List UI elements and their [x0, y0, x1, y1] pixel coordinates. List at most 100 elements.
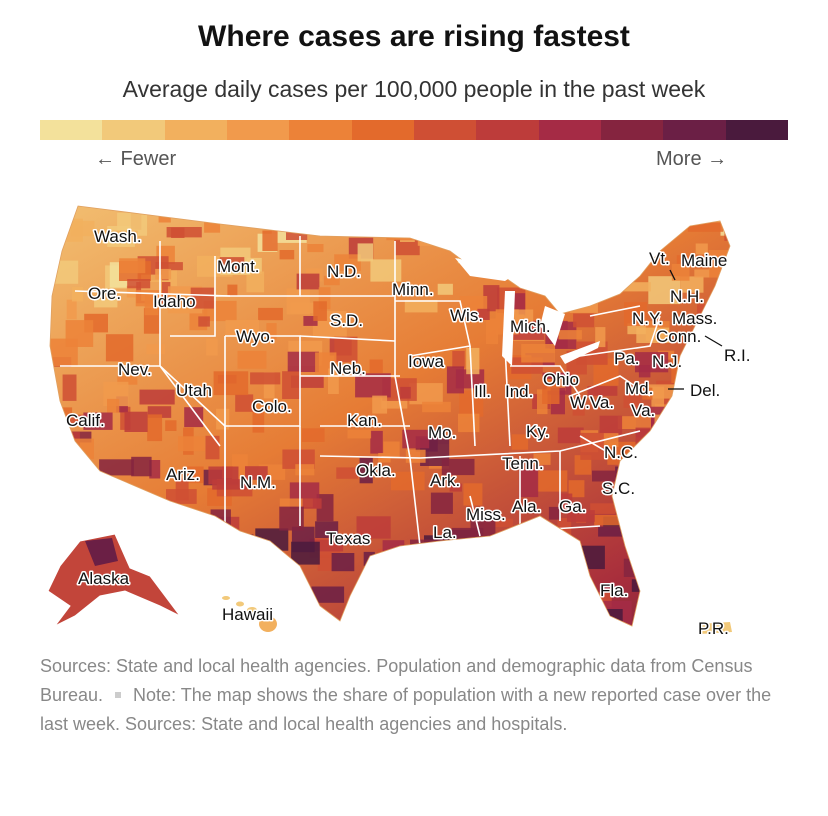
county-region	[185, 466, 204, 484]
label-oh: Ohio	[543, 370, 579, 389]
county-region	[131, 456, 152, 477]
label-nm: N.M.	[240, 473, 276, 492]
county-region	[666, 438, 697, 454]
county-region	[262, 230, 278, 251]
county-region	[477, 308, 490, 320]
county-region	[464, 624, 480, 626]
county-region	[724, 221, 730, 241]
county-region	[421, 578, 444, 600]
county-region	[139, 389, 175, 405]
county-region	[137, 510, 173, 524]
county-region	[225, 319, 260, 337]
county-region	[147, 406, 172, 418]
label-mt: Mont.	[217, 257, 260, 276]
county-region	[458, 413, 480, 433]
county-region	[171, 558, 200, 578]
county-region	[270, 591, 292, 603]
county-region	[449, 483, 462, 492]
county-region	[430, 492, 453, 514]
alaska-high-region	[85, 538, 118, 566]
county-region	[363, 214, 398, 238]
county-region	[351, 607, 373, 626]
label-ak: Alaska	[78, 569, 130, 588]
county-region	[659, 488, 689, 506]
county-region	[190, 287, 214, 309]
legend-swatch-2	[102, 120, 165, 140]
county-region	[184, 407, 204, 428]
county-region	[402, 429, 430, 449]
county-region	[638, 544, 649, 573]
county-region	[237, 350, 267, 369]
county-region	[128, 511, 161, 531]
county-region	[208, 466, 239, 485]
county-region	[155, 262, 183, 271]
county-region	[282, 449, 315, 469]
label-sd: S.D.	[330, 311, 363, 330]
label-ok: Okla.	[356, 461, 396, 480]
county-region	[415, 614, 434, 626]
county-region	[724, 381, 730, 403]
county-region	[99, 459, 134, 476]
county-region	[437, 283, 453, 295]
county-region	[734, 298, 755, 324]
county-region	[511, 434, 529, 450]
county-region	[580, 268, 611, 277]
county-region	[145, 614, 177, 624]
county-region	[608, 252, 621, 273]
puerto-rico-shape	[698, 622, 732, 634]
county-region	[726, 519, 730, 528]
county-region	[400, 386, 411, 399]
label-sc: S.C.	[602, 479, 635, 498]
legend-more-label: More →	[656, 148, 728, 170]
county-region	[595, 327, 606, 348]
leader-lines	[668, 269, 723, 390]
county-region	[247, 257, 262, 274]
county-region	[580, 432, 604, 460]
county-region	[599, 415, 623, 435]
label-ky: Ky.	[526, 422, 549, 441]
county-region	[246, 271, 265, 293]
county-region	[624, 218, 648, 241]
county-region	[266, 323, 277, 340]
county-region	[282, 371, 301, 399]
county-region	[729, 554, 730, 575]
county-region	[362, 569, 386, 586]
county-region	[279, 506, 304, 531]
county-region	[529, 534, 565, 556]
county-region	[175, 478, 189, 501]
legend-swatch-12	[725, 120, 788, 140]
county-region	[74, 493, 92, 521]
legend-swatch-4	[226, 120, 290, 140]
county-region	[331, 553, 355, 572]
label-ms: Miss.	[466, 505, 506, 524]
label-nh: N.H.	[670, 287, 704, 306]
county-region	[598, 609, 623, 626]
county-region	[295, 464, 315, 476]
county-region	[301, 428, 325, 442]
label-or: Ore.	[88, 284, 121, 303]
county-region	[728, 482, 730, 495]
county-region	[303, 316, 318, 326]
chart-subtitle: Average daily cases per 100,000 people i…	[122, 76, 706, 102]
county-region	[370, 430, 383, 454]
county-region	[396, 620, 419, 626]
county-region	[653, 509, 674, 527]
county-region	[313, 301, 327, 321]
county-region	[361, 595, 388, 610]
county-region	[567, 510, 595, 522]
county-region	[592, 470, 626, 482]
county-region	[697, 543, 710, 556]
county-region	[533, 453, 551, 465]
label-de: Del.	[690, 381, 720, 400]
county-region	[588, 622, 611, 626]
county-region	[65, 320, 94, 347]
county-region	[213, 371, 249, 396]
county-region	[369, 359, 383, 373]
legend-swatch-6	[351, 120, 414, 140]
color-scale-legend	[40, 120, 788, 140]
county-region	[357, 243, 373, 262]
county-region	[212, 479, 247, 490]
county-region	[158, 206, 171, 223]
county-region	[346, 616, 358, 626]
label-pa: Pa.	[614, 349, 640, 368]
